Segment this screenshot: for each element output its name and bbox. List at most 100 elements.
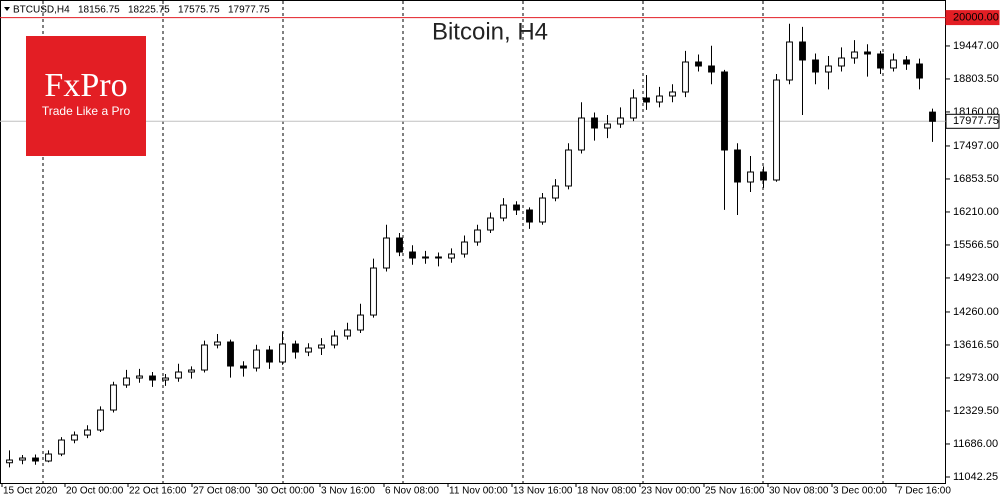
candle-body — [760, 171, 767, 181]
candle-body — [396, 237, 403, 253]
candle-body — [175, 371, 182, 379]
candle-body — [838, 57, 845, 67]
candle-body — [682, 61, 689, 93]
header-value: 18225.75 — [128, 5, 170, 16]
x-tick-label: 25 Nov 16:00 — [705, 486, 765, 497]
level-label-box — [945, 113, 1000, 129]
y-tick-label: 19447.00 — [953, 40, 999, 52]
candle-body — [123, 377, 130, 386]
candle-body — [643, 97, 650, 103]
logo-tagline: Trade Like a Pro — [42, 104, 131, 118]
x-tick-label: 15 Oct 2020 — [3, 486, 58, 497]
y-tick-label: 11686.00 — [953, 438, 998, 450]
candle-body — [214, 341, 221, 346]
candle-body — [162, 377, 169, 381]
candle-body — [851, 51, 858, 59]
candle-body — [630, 97, 637, 119]
candle-body — [253, 349, 260, 369]
axes: 11042.25 11686.00 12329.50 12973.00 13616.50… — [1, 10, 1000, 497]
symbol: BTCUSD,H4 — [13, 5, 70, 16]
candle-body — [136, 375, 143, 379]
header-value: 17977.75 — [228, 5, 270, 16]
candle-body — [305, 347, 312, 353]
y-tick-label: 11042.25 — [953, 471, 998, 483]
candle-body — [669, 91, 676, 97]
candle-body — [201, 344, 208, 371]
candle-body — [786, 41, 793, 81]
candle-body — [799, 41, 806, 61]
x-tick-label: 22 Oct 16:00 — [129, 486, 187, 497]
candle-body — [500, 204, 507, 219]
symbol-arrow — [4, 7, 10, 11]
y-tick-label: 14260.00 — [953, 306, 999, 318]
candle-body — [149, 375, 156, 381]
x-tick-label: 6 Nov 08:00 — [385, 486, 439, 497]
level-label: 20000.00 — [953, 11, 999, 23]
candle-body — [734, 149, 741, 183]
candles — [6, 23, 936, 468]
x-tick-label: 27 Oct 08:00 — [193, 486, 251, 497]
header-value: 18156.75 — [78, 5, 120, 16]
y-tick-label: 12973.00 — [953, 372, 999, 384]
candle-body — [45, 453, 52, 462]
y-tick-label: 14923.00 — [953, 272, 999, 284]
y-tick-label: 13616.50 — [953, 339, 999, 351]
candle-body — [279, 343, 286, 363]
candle-body — [422, 256, 429, 259]
candle-body — [526, 209, 533, 223]
candle-body — [708, 65, 715, 73]
candle-body — [916, 63, 923, 79]
candle-body — [578, 117, 585, 151]
candle-body — [318, 344, 325, 349]
level-label-box — [945, 10, 1000, 26]
candle-body — [344, 329, 351, 337]
candle-body — [513, 204, 520, 211]
candle-body — [227, 341, 234, 367]
candle-body — [656, 95, 663, 103]
logo-brand: FxPro — [44, 67, 127, 104]
x-tick-label: 23 Nov 00:00 — [641, 486, 701, 497]
candle-body — [240, 365, 247, 369]
candle-body — [773, 79, 780, 181]
x-tick-label: 30 Nov 08:00 — [769, 486, 829, 497]
x-tick-label: 11 Nov 00:00 — [449, 486, 508, 497]
candle-body — [617, 117, 624, 125]
candle-body — [110, 384, 117, 411]
x-tick-label: 3 Dec 00:00 — [833, 486, 887, 497]
y-tick-label: 17497.00 — [953, 140, 999, 152]
candle-body — [58, 439, 65, 455]
y-tick-label: 18803.50 — [953, 73, 999, 85]
candle-body — [864, 51, 871, 55]
candle-body — [747, 171, 754, 183]
levels — [0, 17, 946, 122]
candle-body — [539, 197, 546, 223]
y-tick-label: 16210.00 — [953, 206, 999, 218]
logo-box — [26, 36, 146, 156]
candle-body — [71, 434, 78, 441]
candle-body — [877, 53, 884, 69]
candle-body — [487, 217, 494, 231]
candle-body — [474, 229, 481, 243]
candle-body — [903, 59, 910, 65]
level-label: 17977.75 — [953, 115, 999, 127]
candle-body — [890, 59, 897, 69]
candle-body — [604, 123, 611, 129]
candle-body — [331, 335, 338, 346]
candle-body — [266, 349, 273, 363]
candle-body — [188, 369, 195, 373]
y-tick-label: 16853.50 — [953, 173, 999, 185]
candle-body — [435, 256, 442, 259]
candle-body — [32, 457, 39, 462]
x-tick-label: 7 Dec 16:00 — [897, 486, 951, 497]
x-tick-label: 20 Oct 00:00 — [66, 486, 124, 497]
x-tick-label: 18 Nov 08:00 — [577, 486, 637, 497]
candle-body — [292, 343, 299, 353]
candle-body — [383, 237, 390, 269]
candle-body — [448, 253, 455, 259]
header-ohlc: 18156.75 18225.75 17575.75 17977.75 — [78, 5, 270, 16]
candle-body — [552, 185, 559, 199]
candle-body — [695, 61, 702, 67]
candle-body — [825, 65, 832, 73]
